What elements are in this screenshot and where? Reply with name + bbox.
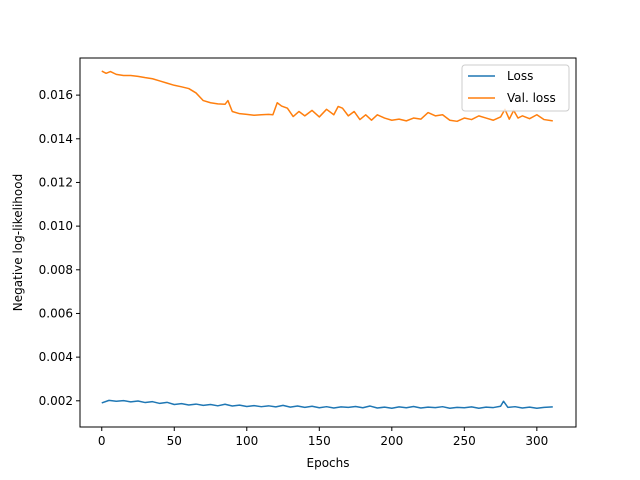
x-tick-label: 150 xyxy=(308,434,331,448)
legend: Loss Val. loss xyxy=(461,64,570,112)
x-tick-label: 300 xyxy=(525,434,548,448)
legend-label-1: Val. loss xyxy=(507,91,556,105)
x-axis-label: Epochs xyxy=(307,456,350,470)
series-line-0 xyxy=(101,399,553,409)
y-tick-label: 0.010 xyxy=(39,219,73,233)
y-tick-label: 0.012 xyxy=(39,175,73,189)
series-layer xyxy=(101,70,553,409)
x-tick-label: 250 xyxy=(453,434,476,448)
y-tick-label: 0.002 xyxy=(39,394,73,408)
x-axis-ticks: 0 50 100 150 200 250 300 xyxy=(98,427,548,448)
x-tick-label: 200 xyxy=(380,434,403,448)
x-tick-label: 50 xyxy=(167,434,182,448)
y-axis-label: Negative log-likelihood xyxy=(11,174,25,311)
y-tick-label: 0.008 xyxy=(39,263,73,277)
y-tick-label: 0.006 xyxy=(39,306,73,320)
y-tick-label: 0.004 xyxy=(39,350,73,364)
x-tick-label: 0 xyxy=(98,434,106,448)
legend-label-0: Loss xyxy=(507,69,533,83)
axes-frame xyxy=(79,57,577,428)
series-line-1 xyxy=(101,70,553,123)
x-tick-label: 100 xyxy=(235,434,258,448)
y-tick-label: 0.014 xyxy=(39,132,73,146)
y-axis-ticks: 0.002 0.004 0.006 0.008 0.010 0.012 0.014 0.016 xyxy=(39,88,80,408)
y-tick-label: 0.016 xyxy=(39,88,73,102)
